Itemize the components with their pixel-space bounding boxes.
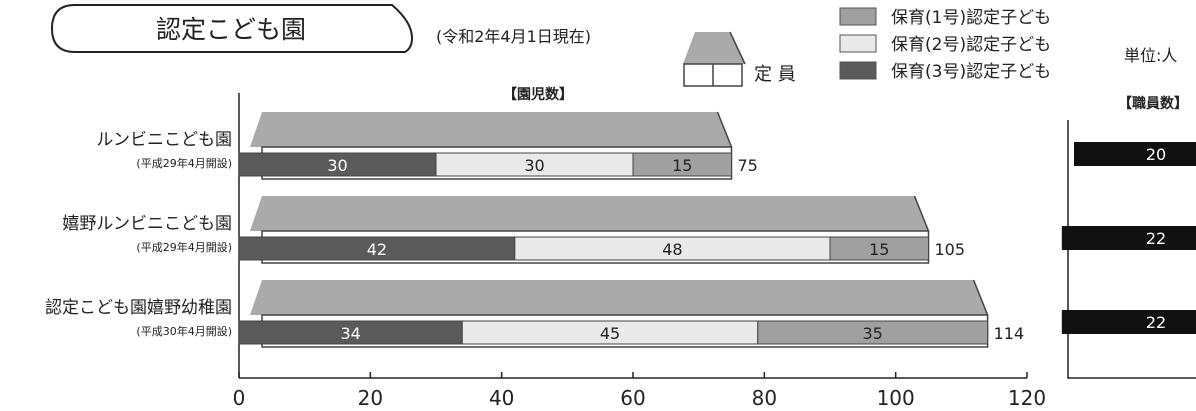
bar-segment bbox=[632, 152, 732, 177]
staff-value: 22 bbox=[1146, 229, 1166, 248]
capacity-roof-edge bbox=[716, 111, 733, 148]
category-label: 認定こども園嬉野幼稚園 bbox=[45, 298, 232, 318]
category-label: 嬉野ルンビニこども園 bbox=[62, 214, 232, 234]
page-subtitle: (令和2年4月1日現在) bbox=[436, 27, 591, 46]
category-label: ルンビニこども園 bbox=[96, 130, 232, 150]
bar-value-label: 35 bbox=[863, 324, 883, 343]
x-ticks: 0 20 40 60 80 100 120 bbox=[233, 372, 1046, 410]
capacity-roof bbox=[250, 196, 929, 231]
x-tick-label: 20 bbox=[358, 386, 383, 410]
chart-rows: ルンビニこども園 (平成29年4月開設) 30 30 15 75 嬉野ルンビニこども園 (平成… bbox=[45, 111, 1025, 348]
capacity-legend-label: 定 員 bbox=[754, 64, 796, 85]
bar-segment bbox=[757, 320, 989, 345]
capacity-roof-edge bbox=[913, 195, 930, 232]
x-tick-label: 60 bbox=[620, 386, 645, 410]
staff-value: 22 bbox=[1146, 313, 1166, 332]
page-title: 認定こども園 bbox=[156, 15, 306, 44]
staff-header: 【職員数】 bbox=[1118, 95, 1188, 112]
capacity-value: 114 bbox=[994, 324, 1025, 343]
staff-bar bbox=[1061, 310, 1196, 334]
staff-bars: 20 22 22 bbox=[1061, 142, 1196, 334]
house-icon bbox=[683, 31, 746, 87]
legend-swatch bbox=[839, 7, 877, 26]
category-note: (平成29年4月開設) bbox=[136, 240, 232, 254]
bar-value-label: 48 bbox=[662, 240, 682, 259]
bar-value-label: 34 bbox=[340, 324, 360, 343]
staff-axis bbox=[1067, 120, 1196, 379]
staff-bar bbox=[1074, 142, 1196, 166]
bar-value-label: 45 bbox=[600, 324, 620, 343]
category-note: (平成30年4月開設) bbox=[136, 324, 232, 338]
x-tick-label: 40 bbox=[489, 386, 514, 410]
legend-swatch bbox=[839, 34, 877, 53]
legend-label: 保育(3号)認定子ども bbox=[891, 62, 1051, 82]
legend-label: 保育(2号)認定子ども bbox=[891, 35, 1051, 55]
bar-value-label: 15 bbox=[672, 156, 692, 175]
x-tick-label: 0 bbox=[233, 386, 246, 410]
capacity-value: 75 bbox=[738, 156, 758, 175]
x-tick-label: 100 bbox=[877, 386, 915, 410]
bar-value-label: 30 bbox=[327, 156, 347, 175]
staff-value: 20 bbox=[1146, 145, 1166, 164]
x-tick-label: 80 bbox=[752, 386, 777, 410]
capacity-roof bbox=[250, 112, 732, 147]
bar-value-label: 42 bbox=[367, 240, 387, 259]
bar-segment bbox=[829, 236, 929, 261]
capacity-roof-edge bbox=[972, 279, 989, 316]
legend-swatch bbox=[839, 61, 877, 80]
capacity-value: 105 bbox=[935, 240, 966, 259]
bar-value-label: 15 bbox=[869, 240, 889, 259]
unit-label: 単位:人 bbox=[1124, 46, 1177, 65]
capacity-roof bbox=[250, 280, 988, 315]
legend-label: 保育(1号)認定子ども bbox=[891, 8, 1051, 28]
category-note: (平成29年4月開設) bbox=[136, 156, 232, 170]
enrolled-header: 【園児数】 bbox=[503, 86, 573, 103]
staff-bar bbox=[1061, 226, 1196, 250]
title-pill bbox=[50, 4, 414, 53]
bar-value-label: 30 bbox=[524, 156, 544, 175]
x-tick-label: 120 bbox=[1008, 386, 1046, 410]
